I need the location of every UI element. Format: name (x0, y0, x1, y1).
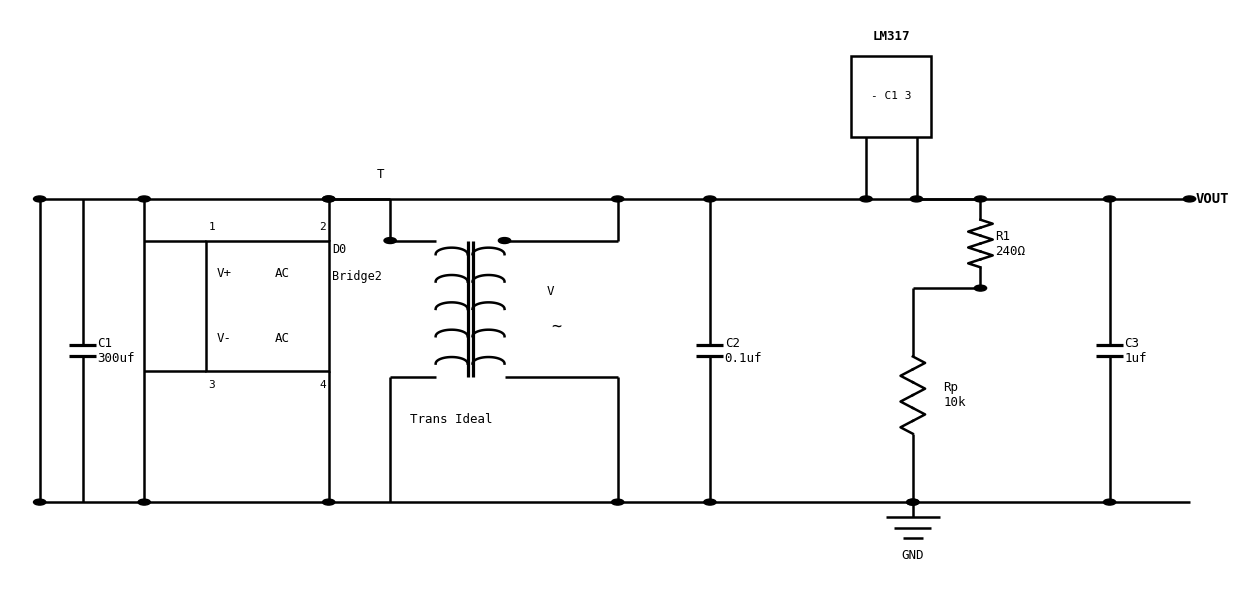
Text: 3: 3 (208, 380, 216, 390)
Circle shape (906, 499, 919, 505)
Text: C2
0.1uf: C2 0.1uf (724, 337, 763, 365)
Circle shape (384, 238, 397, 244)
Circle shape (910, 196, 923, 202)
Circle shape (1104, 499, 1116, 505)
Circle shape (33, 499, 46, 505)
Text: - C1 3: - C1 3 (870, 91, 911, 101)
Text: VOUT: VOUT (1195, 192, 1229, 206)
Text: AC: AC (274, 267, 289, 280)
Circle shape (611, 499, 624, 505)
Circle shape (322, 196, 335, 202)
Circle shape (704, 499, 715, 505)
Bar (852, 56, 931, 137)
Text: Trans Ideal: Trans Ideal (410, 413, 492, 426)
Text: V-: V- (217, 332, 232, 345)
Text: D0: D0 (332, 243, 347, 256)
Text: Bridge2: Bridge2 (332, 270, 382, 283)
Text: ~: ~ (551, 318, 562, 336)
Circle shape (859, 196, 872, 202)
Bar (206, 241, 329, 371)
Circle shape (322, 196, 335, 202)
Text: C3
1uf: C3 1uf (1125, 337, 1147, 365)
Circle shape (704, 196, 715, 202)
Circle shape (906, 499, 919, 505)
Text: 1: 1 (208, 221, 216, 232)
Circle shape (322, 499, 335, 505)
Text: GND: GND (901, 549, 924, 562)
Text: 4: 4 (319, 380, 326, 390)
Circle shape (1104, 196, 1116, 202)
Text: R1
240Ω: R1 240Ω (996, 230, 1025, 257)
Text: V: V (547, 284, 554, 298)
Circle shape (138, 196, 150, 202)
Text: LM317: LM317 (873, 30, 910, 43)
Circle shape (975, 196, 987, 202)
Circle shape (975, 285, 987, 291)
Circle shape (33, 196, 46, 202)
Text: Rp
10k: Rp 10k (944, 381, 966, 409)
Circle shape (498, 238, 511, 244)
Text: 2: 2 (319, 221, 326, 232)
Text: AC: AC (274, 332, 289, 345)
Text: V+: V+ (217, 267, 232, 280)
Circle shape (138, 499, 150, 505)
Circle shape (1183, 196, 1195, 202)
Text: C1
300uf: C1 300uf (98, 337, 135, 365)
Text: T: T (377, 168, 384, 181)
Circle shape (611, 196, 624, 202)
